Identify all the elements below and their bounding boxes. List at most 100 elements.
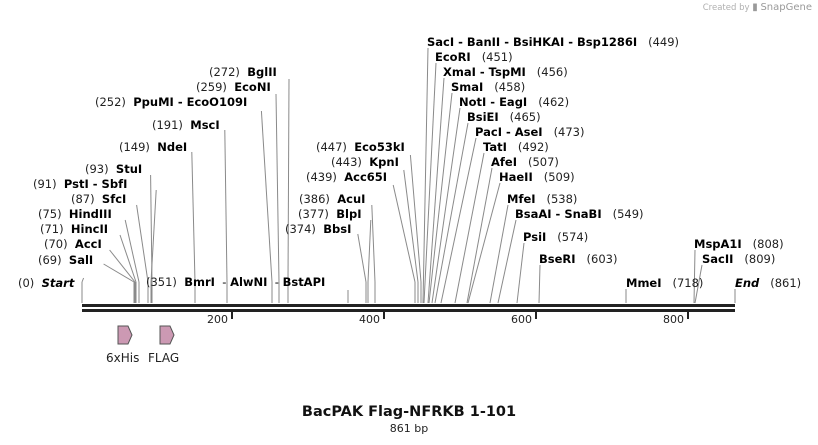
enzyme-name[interactable]: NotI - EagI bbox=[459, 95, 528, 109]
enzyme-name[interactable]: EcoRI bbox=[435, 50, 471, 64]
center-label-351[interactable]: (351) BmrI - AlwNI - BstAPI bbox=[146, 275, 326, 289]
enzyme-label-paciasei[interactable]: PacI - AseI (473) bbox=[475, 125, 585, 139]
site-position: (69) bbox=[38, 253, 62, 267]
cut-site-leader bbox=[466, 167, 493, 304]
enzyme-label-sacii[interactable]: SacII (809) bbox=[702, 252, 775, 266]
enzyme-label-bsiei[interactable]: BsiEI (465) bbox=[467, 110, 541, 124]
enzyme-name[interactable]: Acc65I bbox=[344, 170, 388, 184]
site-position: (447) bbox=[316, 140, 347, 154]
enzyme-name[interactable]: PsiI bbox=[523, 230, 547, 244]
enzyme-bstapi[interactable]: BstAPI bbox=[282, 275, 326, 289]
enzyme-label-hindiii[interactable]: (75) HindIII bbox=[38, 207, 112, 221]
enzyme-name[interactable]: BbsI bbox=[323, 222, 352, 236]
enzyme-name[interactable]: TatI bbox=[483, 140, 507, 154]
enzyme-label-eco53ki[interactable]: (447) Eco53kI bbox=[316, 140, 405, 154]
site-position: (272) bbox=[209, 65, 240, 79]
enzyme-name[interactable]: End bbox=[735, 276, 760, 290]
enzyme-label-start[interactable]: (0) Start bbox=[18, 276, 74, 290]
site-position: (377) bbox=[298, 207, 329, 221]
enzyme-name[interactable]: KpnI bbox=[369, 155, 399, 169]
enzyme-name[interactable]: BsiEI bbox=[467, 110, 499, 124]
enzyme-label-sacibaniibsihkaibsp1286i[interactable]: SacI - BanII - BsiHKAI - Bsp1286I (449) bbox=[427, 35, 679, 49]
enzyme-label-afei[interactable]: AfeI (507) bbox=[491, 155, 559, 169]
site-position: (509) bbox=[543, 170, 575, 184]
enzyme-label-acui[interactable]: (386) AcuI bbox=[299, 192, 365, 206]
enzyme-name[interactable]: PacI - AseI bbox=[475, 125, 543, 139]
enzyme-label-end[interactable]: End (861) bbox=[735, 276, 801, 290]
cut-site-leader bbox=[260, 110, 273, 283]
feature-label-flag[interactable]: FLAG bbox=[148, 351, 180, 365]
enzyme-label-notieagi[interactable]: NotI - EagI (462) bbox=[459, 95, 569, 109]
enzyme-name[interactable]: MspA1I bbox=[694, 237, 742, 251]
enzyme-label-acc65i[interactable]: (439) Acc65I bbox=[306, 170, 387, 184]
enzyme-label-mfei[interactable]: MfeI (538) bbox=[507, 192, 577, 206]
enzyme-name[interactable]: HindIII bbox=[68, 207, 112, 221]
enzyme-name[interactable]: StuI bbox=[115, 162, 143, 176]
snapgene-credit: Created by ▮ SnapGene bbox=[703, 2, 812, 13]
enzyme-name[interactable]: Eco53kI bbox=[354, 140, 405, 154]
enzyme-alwni[interactable]: AlwNI bbox=[230, 275, 268, 289]
enzyme-label-bsaaisnabi[interactable]: BsaAI - SnaBI (549) bbox=[515, 207, 644, 221]
enzyme-label-pstisbfi[interactable]: (91) PstI - SbfI bbox=[33, 177, 127, 191]
site-position: (91) bbox=[33, 177, 57, 191]
enzyme-name[interactable]: MmeI bbox=[626, 276, 662, 290]
cut-site-leader bbox=[81, 277, 85, 283]
enzyme-label-smai[interactable]: SmaI (458) bbox=[451, 80, 525, 94]
enzyme-name[interactable]: BsaAI - SnaBI bbox=[515, 207, 602, 221]
enzyme-name[interactable]: BlpI bbox=[336, 207, 362, 221]
snapgene-logo-icon: ▮ bbox=[752, 2, 758, 13]
enzyme-name[interactable]: SalI bbox=[68, 253, 94, 267]
ruler-tick bbox=[231, 312, 233, 319]
map-length: 861 bp bbox=[389, 422, 429, 435]
enzyme-bmri[interactable]: BmrI bbox=[184, 275, 215, 289]
cut-site-leader bbox=[136, 204, 149, 283]
enzyme-name[interactable]: HincII bbox=[70, 222, 109, 236]
enzyme-label-stui[interactable]: (93) StuI bbox=[85, 162, 142, 176]
enzyme-label-ppumiecoo109i[interactable]: (252) PpuMI - EcoO109I bbox=[95, 95, 247, 109]
site-position: (87) bbox=[71, 192, 95, 206]
enzyme-name[interactable]: Start bbox=[41, 276, 75, 290]
enzyme-name[interactable]: MscI bbox=[190, 118, 220, 132]
enzyme-label-kpni[interactable]: (443) KpnI bbox=[331, 155, 399, 169]
enzyme-name[interactable]: SfcI bbox=[101, 192, 127, 206]
enzyme-name[interactable]: BglII bbox=[247, 65, 277, 79]
enzyme-name[interactable]: NdeI bbox=[157, 140, 188, 154]
enzyme-label-psii[interactable]: PsiI (574) bbox=[523, 230, 588, 244]
enzyme-label-mmei[interactable]: MmeI (718) bbox=[626, 276, 703, 290]
enzyme-name[interactable]: SmaI bbox=[451, 80, 484, 94]
site-position: (374) bbox=[285, 222, 316, 236]
enzyme-name[interactable]: AcuI bbox=[337, 192, 366, 206]
enzyme-name[interactable]: XmaI - TspMI bbox=[443, 65, 526, 79]
site-position: (93) bbox=[85, 162, 109, 176]
enzyme-label-sali[interactable]: (69) SalI bbox=[38, 253, 93, 267]
enzyme-name[interactable]: HaeII bbox=[499, 170, 533, 184]
enzyme-name[interactable]: BseRI bbox=[539, 252, 576, 266]
enzyme-label-ecori[interactable]: EcoRI (451) bbox=[435, 50, 513, 64]
enzyme-name[interactable]: SacII bbox=[702, 252, 734, 266]
cut-site-leader bbox=[428, 92, 453, 304]
enzyme-name[interactable]: MfeI bbox=[507, 192, 536, 206]
enzyme-label-msci[interactable]: (191) MscI bbox=[152, 118, 220, 132]
enzyme-label-blpi[interactable]: (377) BlpI bbox=[298, 207, 361, 221]
enzyme-label-bseri[interactable]: BseRI (603) bbox=[539, 252, 617, 266]
enzyme-name[interactable]: SacI - BanII - BsiHKAI - Bsp1286I bbox=[427, 35, 638, 49]
feature-arrow-icon bbox=[159, 325, 175, 345]
enzyme-label-sfci[interactable]: (87) SfcI bbox=[71, 192, 126, 206]
enzyme-label-mspa1i[interactable]: MspA1I (808) bbox=[694, 237, 784, 251]
enzyme-label-bglii[interactable]: (272) BglII bbox=[209, 65, 277, 79]
enzyme-label-bbsi[interactable]: (374) BbsI bbox=[285, 222, 351, 236]
enzyme-name[interactable]: AccI bbox=[74, 237, 102, 251]
enzyme-name[interactable]: PpuMI - EcoO109I bbox=[133, 95, 248, 109]
enzyme-label-tati[interactable]: TatI (492) bbox=[483, 140, 549, 154]
enzyme-name[interactable]: AfeI bbox=[491, 155, 517, 169]
enzyme-label-xmaitspmi[interactable]: XmaI - TspMI (456) bbox=[443, 65, 568, 79]
enzyme-label-ndei[interactable]: (149) NdeI bbox=[119, 140, 187, 154]
feature-label-6xhis[interactable]: 6xHis bbox=[106, 351, 140, 365]
map-title: BacPAK Flag-NFRKB 1-101 bbox=[301, 404, 517, 420]
enzyme-label-acci[interactable]: (70) AccI bbox=[44, 237, 102, 251]
enzyme-label-hincii[interactable]: (71) HincII bbox=[40, 222, 108, 236]
enzyme-name[interactable]: PstI - SbfI bbox=[63, 177, 128, 191]
enzyme-label-econi[interactable]: (259) EcoNI bbox=[196, 80, 271, 94]
enzyme-label-haeii[interactable]: HaeII (509) bbox=[499, 170, 575, 184]
enzyme-name[interactable]: EcoNI bbox=[234, 80, 271, 94]
